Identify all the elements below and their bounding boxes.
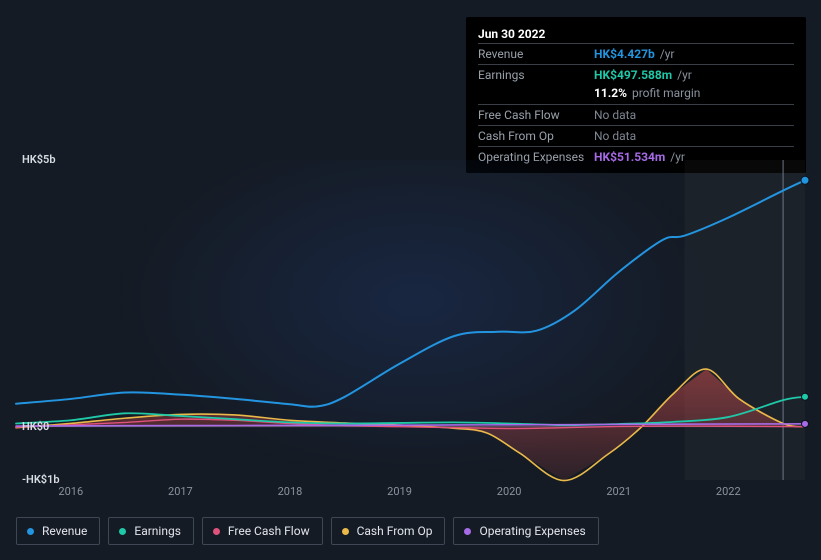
- tooltip-row: Cash From OpNo data: [478, 125, 794, 146]
- chart-area[interactable]: HK$5bHK$0-HK$1b: [16, 160, 805, 480]
- tooltip-value: No data: [594, 128, 794, 144]
- x-axis-label: 2021: [606, 485, 631, 498]
- tooltip-row: Free Cash FlowNo data: [478, 104, 794, 125]
- legend-dot-icon: [464, 528, 471, 535]
- tooltip-key: Cash From Op: [478, 128, 594, 144]
- legend-item-cash_from_op[interactable]: Cash From Op: [331, 517, 446, 545]
- endpoint-marker-earnings: [802, 393, 809, 400]
- tooltip-key: Earnings: [478, 67, 594, 83]
- legend-label: Free Cash Flow: [228, 524, 310, 538]
- tooltip-row: RevenueHK$4.427b /yr: [478, 43, 794, 64]
- tooltip-row: EarningsHK$497.588m /yr: [478, 64, 794, 85]
- legend-item-earnings[interactable]: Earnings: [108, 517, 194, 545]
- x-axis-label: 2016: [58, 485, 83, 498]
- endpoint-marker-operating_expenses: [802, 420, 809, 427]
- x-axis-label: 2020: [497, 485, 522, 498]
- tooltip-row: 11.2% profit margin: [478, 85, 794, 103]
- tooltip-card: Jun 30 2022 RevenueHK$4.427b /yrEarnings…: [466, 17, 806, 173]
- legend: Revenue Earnings Free Cash Flow Cash From O…: [16, 517, 599, 545]
- tooltip-value: HK$497.588m /yr: [594, 67, 794, 83]
- legend-item-free_cash_flow[interactable]: Free Cash Flow: [202, 517, 323, 545]
- x-axis-label: 2022: [716, 485, 741, 498]
- legend-label: Operating Expenses: [479, 524, 585, 538]
- tooltip-key: Free Cash Flow: [478, 107, 594, 123]
- x-axis-label: 2019: [387, 485, 412, 498]
- legend-item-operating_expenses[interactable]: Operating Expenses: [453, 517, 598, 545]
- y-axis-label: HK$5b: [22, 153, 56, 166]
- legend-dot-icon: [213, 528, 220, 535]
- chart-svg: [16, 160, 805, 480]
- tooltip-key: Revenue: [478, 46, 594, 62]
- legend-dot-icon: [119, 528, 126, 535]
- tooltip-value: 11.2% profit margin: [594, 85, 794, 101]
- tooltip-value: No data: [594, 107, 794, 123]
- highlight-band: [684, 160, 805, 480]
- x-axis-labels: 2016 2017 2018 2019 2020 2021 2022: [16, 485, 805, 499]
- legend-dot-icon: [342, 528, 349, 535]
- legend-label: Earnings: [134, 524, 181, 538]
- legend-label: Revenue: [42, 524, 87, 538]
- endpoint-marker-revenue: [801, 176, 809, 184]
- legend-item-revenue[interactable]: Revenue: [16, 517, 100, 545]
- tooltip-value: HK$4.427b /yr: [594, 46, 794, 62]
- x-axis-label: 2017: [168, 485, 193, 498]
- x-axis-label: 2018: [278, 485, 303, 498]
- legend-dot-icon: [27, 528, 34, 535]
- tooltip-title: Jun 30 2022: [478, 27, 794, 43]
- y-axis-label: HK$0: [22, 420, 49, 433]
- tooltip-key: [478, 85, 594, 101]
- legend-label: Cash From Op: [357, 524, 433, 538]
